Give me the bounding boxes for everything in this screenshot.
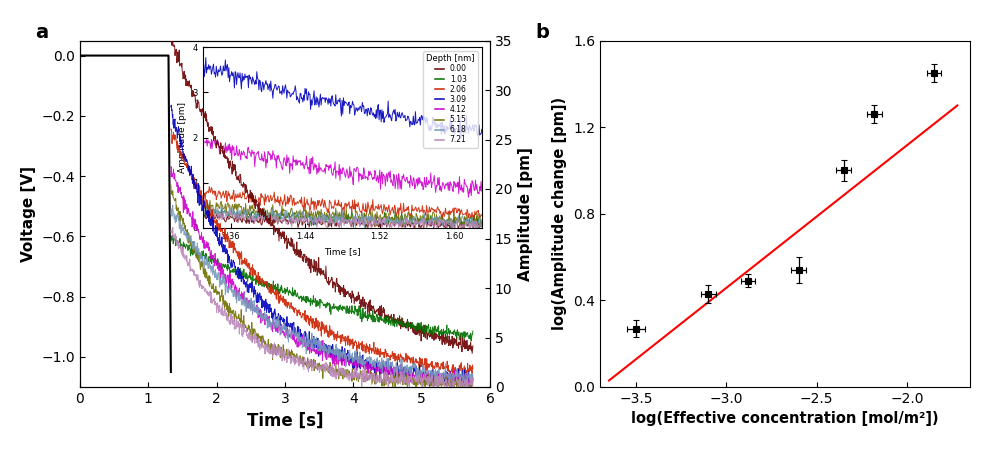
Y-axis label: Amplitude [pm]: Amplitude [pm] xyxy=(518,147,533,281)
Y-axis label: Voltage [V]: Voltage [V] xyxy=(21,166,36,262)
Text: b: b xyxy=(535,22,549,41)
X-axis label: log(Effective concentration [mol/m²]): log(Effective concentration [mol/m²]) xyxy=(631,411,939,427)
Y-axis label: log(Amplitude change [pm]): log(Amplitude change [pm]) xyxy=(552,97,567,330)
X-axis label: Time [s]: Time [s] xyxy=(247,411,323,429)
Text: a: a xyxy=(35,22,48,41)
